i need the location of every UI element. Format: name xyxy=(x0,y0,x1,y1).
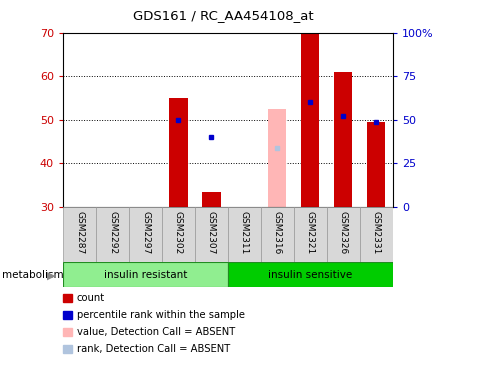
Bar xyxy=(202,191,220,207)
Text: GDS161 / RC_AA454108_at: GDS161 / RC_AA454108_at xyxy=(133,9,313,22)
Bar xyxy=(169,98,187,207)
Bar xyxy=(359,207,392,262)
Bar xyxy=(63,207,96,262)
Text: GSM2316: GSM2316 xyxy=(272,211,281,255)
Text: GSM2287: GSM2287 xyxy=(75,211,84,254)
Bar xyxy=(268,109,286,207)
Text: rank, Detection Call = ABSENT: rank, Detection Call = ABSENT xyxy=(76,344,229,354)
Bar xyxy=(366,122,385,207)
Bar xyxy=(96,207,129,262)
Text: GSM2297: GSM2297 xyxy=(141,211,150,254)
Bar xyxy=(260,207,293,262)
Bar xyxy=(227,207,260,262)
Text: ▶: ▶ xyxy=(46,270,55,280)
Text: GSM2302: GSM2302 xyxy=(174,211,182,254)
Text: GSM2321: GSM2321 xyxy=(305,211,314,254)
Text: metabolism: metabolism xyxy=(2,270,64,280)
Text: percentile rank within the sample: percentile rank within the sample xyxy=(76,310,244,320)
Bar xyxy=(63,262,227,287)
Bar xyxy=(162,207,195,262)
Bar xyxy=(293,207,326,262)
Bar xyxy=(333,72,352,207)
Bar xyxy=(227,262,392,287)
Bar xyxy=(326,207,359,262)
Text: GSM2292: GSM2292 xyxy=(108,211,117,254)
Text: GSM2311: GSM2311 xyxy=(240,211,248,255)
Text: GSM2331: GSM2331 xyxy=(371,211,380,255)
Text: count: count xyxy=(76,293,105,303)
Text: insulin resistant: insulin resistant xyxy=(104,269,187,280)
Text: GSM2307: GSM2307 xyxy=(207,211,215,255)
Text: insulin sensitive: insulin sensitive xyxy=(268,269,352,280)
Bar xyxy=(301,33,319,207)
Text: GSM2326: GSM2326 xyxy=(338,211,347,254)
Text: value, Detection Call = ABSENT: value, Detection Call = ABSENT xyxy=(76,327,234,337)
Bar xyxy=(195,207,227,262)
Bar xyxy=(129,207,162,262)
